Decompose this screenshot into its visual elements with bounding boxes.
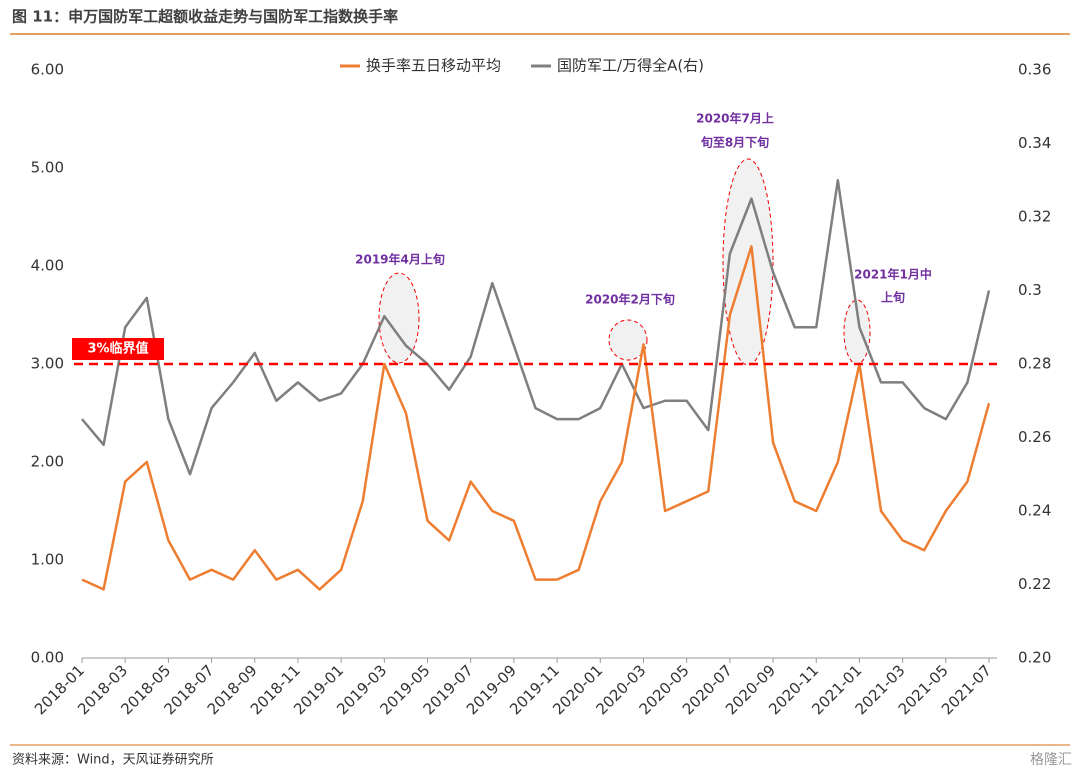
y2-tick-label: 0.32	[1018, 208, 1051, 226]
y-tick-label: 4.00	[31, 257, 64, 275]
highlight	[608, 319, 648, 361]
threshold-label: 3%临界值	[87, 341, 148, 357]
y2-tick-label: 0.20	[1018, 649, 1051, 667]
annotation: 2021年1月中	[854, 267, 932, 282]
y2-tick-label: 0.28	[1018, 355, 1051, 373]
y2-tick-label: 0.24	[1018, 502, 1051, 520]
annotation: 旬至8月下旬	[700, 135, 769, 150]
y-tick-label: 3.00	[31, 355, 64, 373]
source: 资料来源：Wind，天风证券研究所	[12, 752, 214, 768]
y-tick-label: 2.00	[31, 453, 64, 471]
y-tick-label: 5.00	[31, 159, 64, 177]
y2-tick-label: 0.3	[1018, 281, 1042, 299]
highlight	[722, 158, 774, 366]
annotation: 2020年2月下旬	[585, 292, 675, 307]
y2-tick-label: 0.36	[1018, 61, 1051, 79]
legend-label: 国防军工/万得全A(右)	[557, 57, 704, 75]
annotation: 2019年4月上旬	[355, 252, 445, 267]
legend-label: 换手率五日移动平均	[366, 57, 501, 75]
annotation: 上旬	[881, 290, 905, 305]
y2-tick-label: 0.26	[1018, 428, 1051, 446]
watermark: 格隆汇	[1030, 752, 1072, 768]
series-line	[81, 179, 991, 476]
y2-tick-label: 0.22	[1018, 575, 1051, 593]
series-line	[81, 245, 991, 591]
highlight	[378, 272, 420, 364]
y-tick-label: 0.00	[31, 649, 64, 667]
y-tick-label: 6.00	[31, 61, 64, 79]
header: 图 11：申万国防军工超额收益走势与国防军工指数换手率	[12, 8, 398, 26]
annotation: 2020年7月上	[696, 111, 774, 126]
y2-tick-label: 0.34	[1018, 134, 1051, 152]
threshold-box	[72, 338, 164, 360]
y-tick-label: 1.00	[31, 551, 64, 569]
